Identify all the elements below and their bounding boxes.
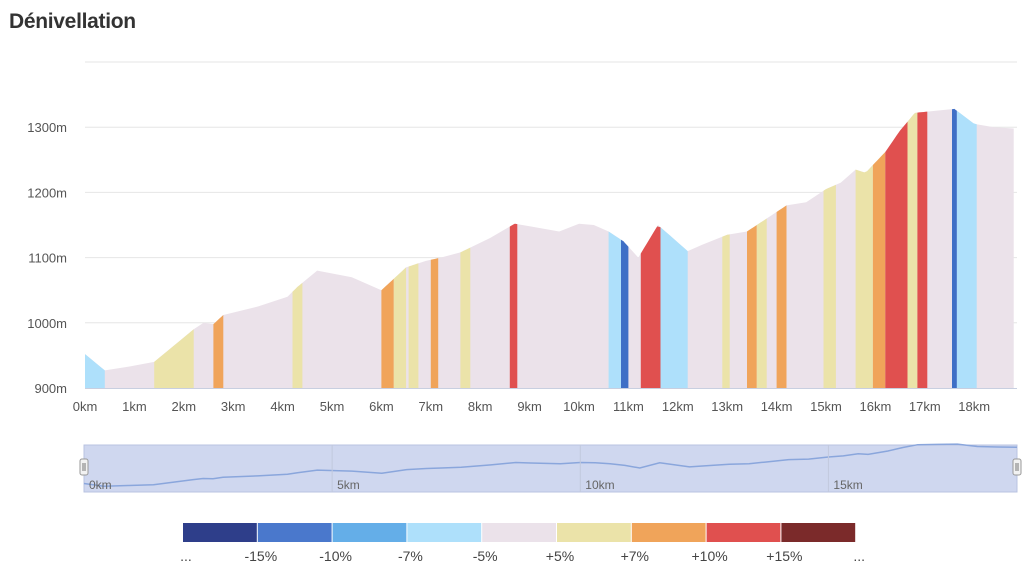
legend-swatch (407, 523, 482, 542)
navigator-series (83, 443, 1018, 487)
legend-swatch (257, 523, 332, 542)
x-tick-label: 12km (662, 399, 694, 414)
x-tick-label: 11km (613, 399, 644, 414)
y-tick-label: 1000m (27, 316, 67, 331)
grade-band[interactable] (722, 234, 730, 388)
grade-band[interactable] (621, 239, 629, 388)
navigator[interactable]: 0km 5km 10km 15km (79, 443, 1022, 493)
y-tick-label: 1200m (27, 185, 67, 200)
grade-band[interactable] (660, 227, 688, 388)
x-tick-label: 1km (122, 399, 147, 414)
navigator-handle-left[interactable] (79, 458, 89, 476)
legend-swatch (183, 523, 257, 542)
grade-band[interactable] (747, 225, 757, 388)
grade-band[interactable] (460, 247, 471, 388)
legend-swatch (482, 523, 556, 542)
legend-swatch (631, 523, 706, 542)
x-tick-label: 9km (517, 399, 542, 414)
legend-label: +15% (766, 548, 802, 564)
navigator-label: 0km (89, 478, 112, 492)
legend-label: -10% (319, 548, 352, 564)
grade-band[interactable] (885, 121, 908, 388)
x-tick-label: 10km (563, 399, 595, 414)
navigator-label: 10km (585, 478, 614, 492)
x-tick-label: 17km (909, 399, 941, 414)
x-tick-label: 16km (860, 399, 892, 414)
grade-bands (85, 108, 1014, 389)
grade-band[interactable] (952, 108, 957, 389)
legend-swatch (781, 523, 856, 542)
legend-label: +5% (546, 548, 574, 564)
legend-label: +10% (691, 548, 727, 564)
handle-body[interactable] (1012, 458, 1022, 476)
x-tick-label: 14km (761, 399, 793, 414)
grade-band[interactable] (756, 218, 767, 389)
navigator-label: 5km (337, 478, 360, 492)
legend-label: -15% (244, 548, 277, 564)
legend-label: ... (853, 548, 865, 564)
x-tick-label: 13km (711, 399, 743, 414)
legend-label: ... (180, 548, 192, 564)
grade-band[interactable] (408, 263, 419, 388)
x-axis: 0km 1km 2km 3km 4km 5km 6km 7km 8km 9km 10km 11km 12… (73, 399, 990, 414)
legend-label: -7% (398, 548, 423, 564)
handle-body[interactable] (79, 458, 89, 476)
grade-band[interactable] (154, 329, 194, 388)
legend-swatch (332, 523, 407, 542)
x-tick-label: 18km (958, 399, 990, 414)
navigator-label: 15km (833, 478, 862, 492)
y-tick-label: 1300m (27, 120, 67, 135)
grade-band[interactable] (855, 165, 873, 388)
x-tick-label: 3km (221, 399, 246, 414)
grade-band[interactable] (907, 112, 918, 388)
grade-band[interactable] (823, 184, 836, 388)
chart-title: Dénivellation (9, 10, 136, 33)
legend-swatch (706, 523, 781, 542)
grade-band[interactable] (292, 282, 303, 388)
grade-band[interactable] (956, 110, 977, 389)
x-tick-label: 4km (270, 399, 295, 414)
grade-band[interactable] (608, 231, 621, 389)
x-tick-label: 8km (468, 399, 493, 414)
grade-band[interactable] (776, 205, 787, 388)
x-tick-label: 15km (810, 399, 842, 414)
grade-band[interactable] (640, 226, 661, 388)
y-axis: 900m 1000m 1100m 1200m 1300m (27, 120, 67, 396)
grade-band[interactable] (509, 223, 518, 388)
grade-band[interactable] (430, 258, 439, 388)
legend-swatch (557, 523, 631, 542)
legend-label: +7% (621, 548, 649, 564)
grade-band[interactable] (213, 315, 224, 388)
grade-legend: ... -15% -10% -7% -5% +5% +7% +10% +15%... (180, 523, 865, 564)
grade-band[interactable] (872, 152, 886, 388)
x-tick-label: 0km (73, 399, 98, 414)
navigator-selection[interactable] (83, 444, 1018, 493)
grade-band[interactable] (85, 354, 105, 388)
x-tick-label: 6km (369, 399, 394, 414)
x-tick-label: 7km (419, 399, 444, 414)
x-tick-label: 5km (320, 399, 345, 414)
legend-label: -5% (473, 548, 498, 564)
y-tick-label: 1100m (28, 251, 67, 266)
grade-band[interactable] (917, 111, 928, 388)
x-tick-label: 2km (172, 399, 197, 414)
grade-band[interactable] (381, 278, 394, 388)
y-tick-label: 900m (34, 381, 67, 396)
navigator-handle-right[interactable] (1012, 458, 1022, 476)
grade-band[interactable] (393, 267, 407, 388)
